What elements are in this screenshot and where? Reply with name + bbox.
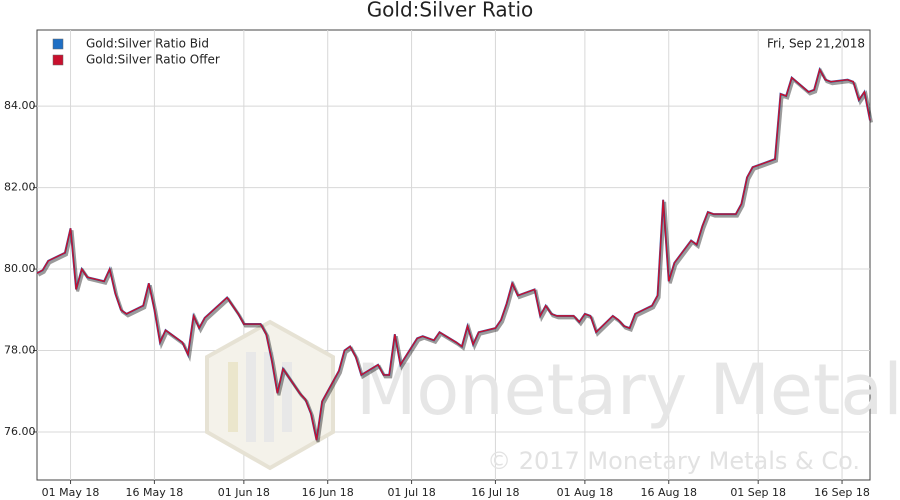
series-line <box>36 67 871 441</box>
watermark: Monetary Metals © 2017 Monetary Metals &… <box>205 319 900 475</box>
legend-label: Gold:Silver Ratio Offer <box>86 53 220 67</box>
chart-title: Gold:Silver Ratio <box>367 0 534 22</box>
x-tick-label: 16 Jun 18 <box>302 486 354 499</box>
y-tick-label: 78.00 <box>4 343 36 356</box>
y-tick-label: 84.00 <box>4 99 36 112</box>
grid <box>37 30 870 480</box>
copyright-text: © 2017 Monetary Metals & Co. <box>487 447 860 475</box>
legend-swatch <box>52 38 64 50</box>
x-tick-label: 16 Aug 18 <box>641 486 697 499</box>
legend-label: Gold:Silver Ratio Bid <box>86 37 209 51</box>
date-label: Fri, Sep 21,2018 <box>767 37 865 51</box>
x-tick-label: 16 Jul 18 <box>471 486 519 499</box>
watermark-logo <box>264 352 274 442</box>
x-tick-label: 01 May 18 <box>42 486 100 499</box>
x-tick-label: 01 Jun 18 <box>218 486 270 499</box>
line-shadow <box>37 67 873 443</box>
watermark-logo <box>228 362 238 432</box>
y-tick-label: 76.00 <box>4 425 36 438</box>
x-tick-label: 01 Sep 18 <box>730 486 786 499</box>
legend-swatch <box>52 54 64 66</box>
x-tick-label: 01 Aug 18 <box>557 486 613 499</box>
watermark-text: Monetary Metals <box>356 349 900 431</box>
watermark-logo <box>282 362 292 432</box>
x-tick-label: 16 Sep 18 <box>814 486 870 499</box>
y-tick-label: 82.00 <box>4 181 36 194</box>
x-tick-label: 01 Jul 18 <box>387 486 435 499</box>
x-tick-label: 16 May 18 <box>126 486 184 499</box>
plot-area <box>36 29 871 481</box>
watermark-logo <box>246 352 256 442</box>
y-tick-label: 80.00 <box>4 262 36 275</box>
